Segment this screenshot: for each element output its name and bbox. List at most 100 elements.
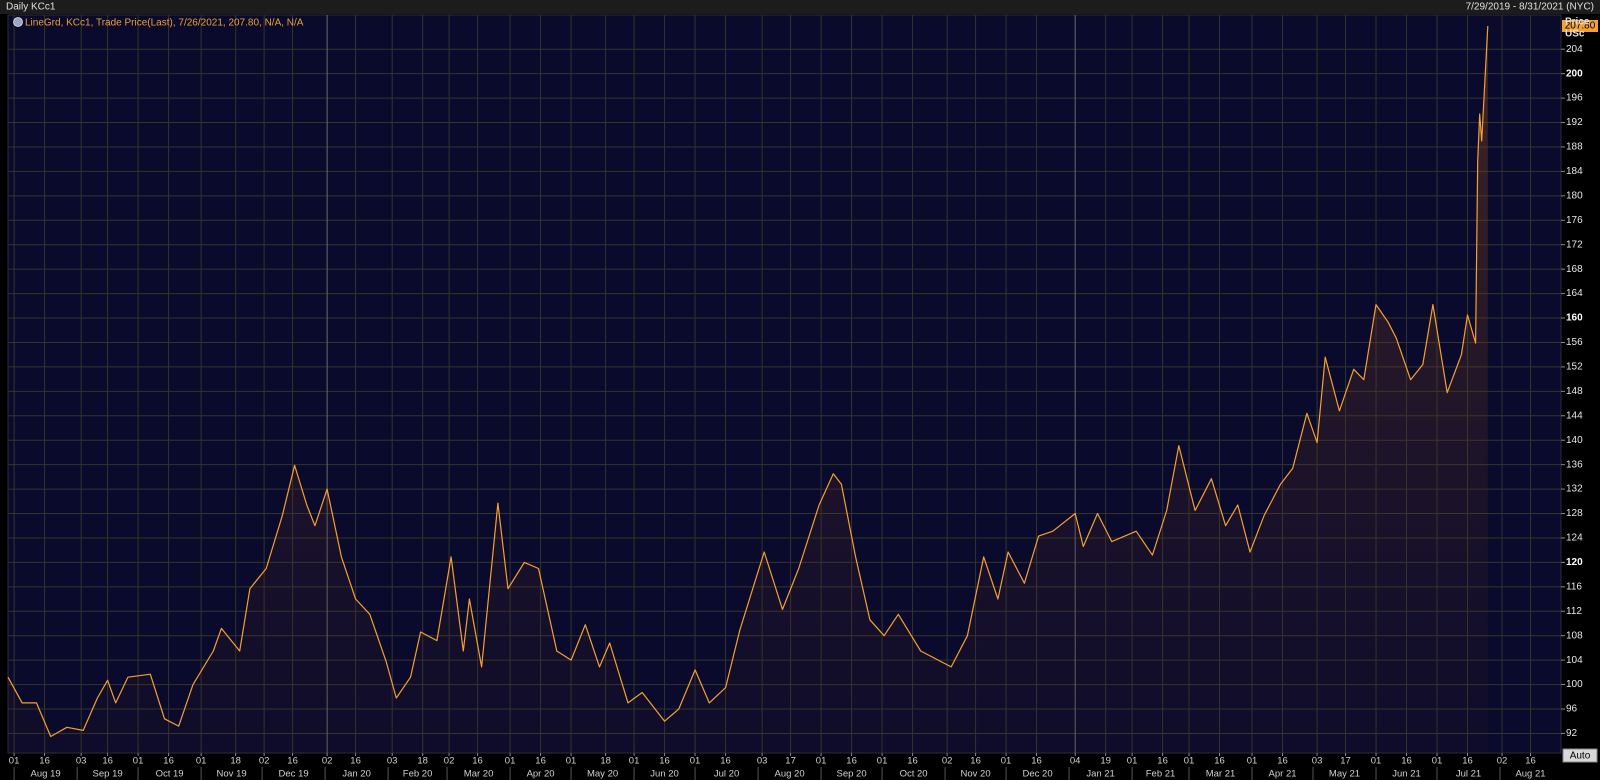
last-price-box bbox=[1562, 19, 1598, 32]
y-tick-label: 120 bbox=[1566, 557, 1583, 568]
month-label: Mar 21 bbox=[1206, 769, 1236, 780]
legend-icon bbox=[13, 17, 23, 27]
x-tick-label: 16 bbox=[102, 756, 113, 767]
x-tick-label: 01 bbox=[133, 756, 144, 767]
x-tick-label: 02 bbox=[1497, 756, 1508, 767]
x-tick-label: 03 bbox=[757, 756, 768, 767]
y-tick-label: 176 bbox=[1566, 215, 1583, 226]
y-tick-label: 152 bbox=[1566, 362, 1583, 373]
month-label: Jun 21 bbox=[1392, 769, 1421, 780]
month-label: Feb 21 bbox=[1146, 769, 1176, 780]
y-tick-label: 148 bbox=[1566, 386, 1583, 397]
y-tick-label: 188 bbox=[1566, 142, 1583, 153]
month-label: May 20 bbox=[587, 769, 618, 780]
month-label: Jan 21 bbox=[1086, 769, 1115, 780]
auto-button-label[interactable]: Auto bbox=[1570, 751, 1591, 762]
x-tick-label: 16 bbox=[846, 756, 857, 767]
x-tick-label: 16 bbox=[287, 756, 298, 767]
x-tick-label: 02 bbox=[259, 756, 270, 767]
x-tick-label: 04 bbox=[1070, 756, 1081, 767]
x-tick-label: 01 bbox=[629, 756, 640, 767]
month-label: Sep 20 bbox=[837, 769, 867, 780]
x-tick-label: 18 bbox=[417, 756, 428, 767]
x-tick-label: 16 bbox=[163, 756, 174, 767]
month-label: Dec 19 bbox=[279, 769, 309, 780]
month-label: Feb 20 bbox=[403, 769, 433, 780]
x-tick-label: 16 bbox=[907, 756, 918, 767]
x-tick-label: 16 bbox=[1277, 756, 1288, 767]
x-tick-label: 16 bbox=[1214, 756, 1225, 767]
x-tick-label: 03 bbox=[387, 756, 398, 767]
month-label: Aug 21 bbox=[1515, 769, 1545, 780]
y-tick-label: 168 bbox=[1566, 264, 1583, 275]
month-label: Sep 19 bbox=[93, 769, 123, 780]
x-tick-label: 16 bbox=[1031, 756, 1042, 767]
series bbox=[7, 25, 1489, 753]
legend-entry: LineGrd, KCc1, Trade Price(Last), 7/26/2… bbox=[25, 18, 304, 29]
month-label: Oct 20 bbox=[900, 769, 928, 780]
x-tick-label: 16 bbox=[1157, 756, 1168, 767]
y-tick-label: 160 bbox=[1566, 313, 1583, 324]
y-tick-label: 108 bbox=[1566, 630, 1583, 641]
x-tick-label: 16 bbox=[1401, 756, 1412, 767]
x-tick-label: 01 bbox=[1127, 756, 1138, 767]
month-label: Oct 19 bbox=[156, 769, 184, 780]
x-tick-label: 16 bbox=[1525, 756, 1536, 767]
y-tick-label: 180 bbox=[1566, 190, 1583, 201]
y-tick-label: 128 bbox=[1566, 508, 1583, 519]
x-tick-label: 02 bbox=[322, 756, 333, 767]
y-tick-label: 104 bbox=[1566, 655, 1583, 666]
x-tick-label: 02 bbox=[942, 756, 953, 767]
month-label: Apr 20 bbox=[527, 769, 555, 780]
y-tick-label: 200 bbox=[1566, 68, 1583, 79]
x-tick-label: 17 bbox=[1340, 756, 1351, 767]
month-label: Jan 20 bbox=[342, 769, 371, 780]
month-label: May 21 bbox=[1329, 769, 1360, 780]
x-tick-label: 01 bbox=[1001, 756, 1012, 767]
month-label: Aug 19 bbox=[31, 769, 61, 780]
y-tick-label: 140 bbox=[1566, 435, 1583, 446]
header-bar bbox=[0, 0, 1600, 14]
auto-button[interactable] bbox=[1562, 748, 1598, 763]
month-label: Jul 20 bbox=[714, 769, 739, 780]
x-tick-label: 01 bbox=[1432, 756, 1443, 767]
month-label: Jul 21 bbox=[1456, 769, 1481, 780]
month-label: Aug 20 bbox=[775, 769, 805, 780]
x-tick-label: 18 bbox=[600, 756, 611, 767]
y-tick-label: 132 bbox=[1566, 484, 1583, 495]
x-tick-label: 16 bbox=[350, 756, 361, 767]
y-tick-label: 196 bbox=[1566, 93, 1583, 104]
y-tick-label: 156 bbox=[1566, 337, 1583, 348]
x-tick-label: 03 bbox=[76, 756, 87, 767]
x-tick-label: 01 bbox=[1247, 756, 1258, 767]
month-label: Apr 21 bbox=[1269, 769, 1297, 780]
price-line bbox=[7, 25, 1489, 738]
month-label: Dec 20 bbox=[1023, 769, 1053, 780]
x-tick-label: 01 bbox=[690, 756, 701, 767]
x-tick-label: 17 bbox=[785, 756, 796, 767]
area-fill bbox=[8, 26, 1488, 753]
y-tick-label: 136 bbox=[1566, 459, 1583, 470]
x-tick-label: 16 bbox=[659, 756, 670, 767]
y-tick-label: 144 bbox=[1566, 410, 1583, 421]
y-tick-label: 172 bbox=[1566, 239, 1583, 250]
x-tick-label: 16 bbox=[1462, 756, 1473, 767]
x-tick-label: 16 bbox=[39, 756, 50, 767]
month-label: Mar 20 bbox=[464, 769, 494, 780]
y-tick-label: 92 bbox=[1566, 728, 1578, 739]
y-tick-label: 96 bbox=[1566, 704, 1578, 715]
x-tick-label: 01 bbox=[505, 756, 516, 767]
x-tick-label: 02 bbox=[444, 756, 455, 767]
x-tick-label: 01 bbox=[1371, 756, 1382, 767]
last-price-label: 207.80 bbox=[1565, 21, 1596, 32]
y-tick-label: 184 bbox=[1566, 166, 1583, 177]
x-tick-label: 01 bbox=[877, 756, 888, 767]
y-tick-label: 192 bbox=[1566, 117, 1583, 128]
axis-unit: USc bbox=[1565, 29, 1585, 40]
x-tick-label: 16 bbox=[535, 756, 546, 767]
x-tick-label: 01 bbox=[1184, 756, 1195, 767]
y-tick-label: 116 bbox=[1566, 581, 1582, 592]
y-tick-label: 112 bbox=[1566, 606, 1582, 617]
date-range: 7/29/2019 - 8/31/2021 (NYC) bbox=[1466, 2, 1594, 13]
x-tick-label: 16 bbox=[970, 756, 981, 767]
